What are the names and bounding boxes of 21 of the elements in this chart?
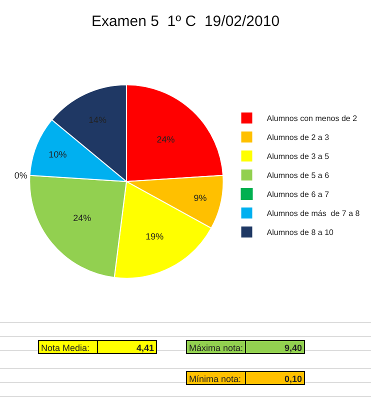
data-label: 14% [88, 115, 107, 126]
legend-label: Alumnos de 2 a 3 [266, 133, 330, 142]
legend-label: Alumnos de 8 a 10 [266, 228, 334, 238]
text: 0% [14, 170, 28, 180]
text: Nota Media: [38, 340, 98, 354]
text: 9,40 [245, 340, 305, 354]
data-label: 24% [156, 134, 175, 145]
text: Máxima nota: [186, 340, 246, 354]
data-label: 19% [146, 232, 164, 242]
text: Mínima nota: [186, 371, 246, 385]
legend-label: Alumnos de 3 a 5 [266, 152, 330, 162]
data-label: 9% [194, 193, 207, 204]
text: 0,10 [245, 371, 305, 385]
chart-title: Examen 5 1º C 19/02/2010 [91, 13, 280, 30]
text: 4,41 [97, 340, 157, 354]
legend-label: Alumnos de 6 a 7 [266, 190, 330, 200]
data-label: 10% [48, 149, 67, 160]
legend-label: Alumnos de más de 7 a 8 [266, 209, 360, 218]
legend-label: Alumnos con menos de 2 [266, 114, 358, 124]
data-label: 24% [73, 213, 92, 224]
legend-label: Alumnos de 5 a 6 [266, 171, 330, 180]
